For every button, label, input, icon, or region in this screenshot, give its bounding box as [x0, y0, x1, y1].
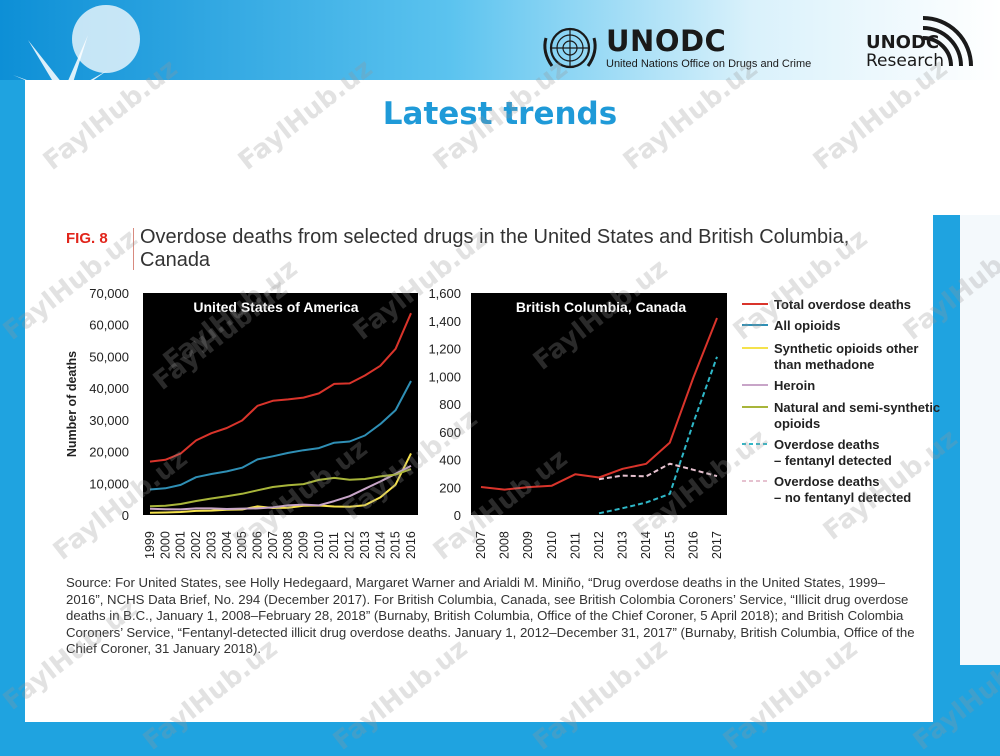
x-tick-label: 2016: [404, 531, 418, 559]
research-logo-top: UNODC: [866, 32, 940, 53]
x-tick-label: 2013: [358, 531, 372, 559]
source-note: Source: For United States, see Holly Hed…: [66, 575, 915, 656]
legend-label: Overdose deaths – fentanyl detected: [774, 437, 892, 468]
plot-background: [143, 293, 418, 515]
x-tick-label: 2011: [327, 532, 341, 559]
panel-title: British Columbia, Canada: [516, 299, 687, 315]
un-emblem-icon: [543, 27, 597, 69]
x-tick-label: 2009: [297, 531, 311, 559]
x-tick-label: 2005: [235, 531, 249, 559]
x-tick-label: 2014: [373, 531, 387, 559]
x-tick-label: 2012: [592, 531, 606, 559]
page-title: Latest trends: [382, 96, 618, 132]
figure-title: Overdose deaths from selected drugs in t…: [140, 226, 850, 271]
y-tick-label: 10,000: [89, 476, 129, 491]
y-tick-label: 30,000: [89, 413, 129, 428]
y-tick-label: 0: [454, 508, 461, 523]
series-line: [598, 462, 718, 481]
y-tick-label: 70,000: [89, 286, 129, 301]
y-tick-label: 1,200: [428, 342, 461, 357]
y-tick-label: 0: [122, 508, 129, 523]
x-tick-label: 2008: [281, 531, 295, 559]
series-line: [149, 380, 412, 491]
y-tick-label: 40,000: [89, 381, 129, 396]
y-tick-label: 60,000: [89, 318, 129, 333]
x-tick-label: 2006: [250, 531, 264, 559]
y-axis-label: Number of deaths: [65, 351, 79, 457]
y-tick-label: 400: [439, 453, 461, 468]
x-tick-label: 2007: [474, 531, 488, 559]
research-arcs-icon: [922, 16, 973, 67]
y-tick-label: 800: [439, 397, 461, 412]
x-tick-label: 2017: [710, 531, 724, 559]
right-strip-lower: [960, 215, 1000, 665]
series-line: [149, 452, 412, 514]
plot-background: [471, 293, 727, 515]
x-tick-label: 2014: [639, 531, 653, 559]
figure-label: FIG. 8: [66, 230, 108, 247]
legend-label: All opioids: [774, 318, 840, 333]
x-tick-label: 1999: [143, 531, 157, 559]
y-tick-label: 1,400: [428, 314, 461, 329]
x-tick-label: 2010: [545, 531, 559, 559]
series-line: [149, 465, 412, 511]
series-line: [149, 312, 412, 463]
y-tick-label: 600: [439, 425, 461, 440]
legend-label: Natural and semi-synthetic opioids: [774, 400, 940, 431]
y-tick-label: 200: [439, 480, 461, 495]
x-tick-label: 2009: [521, 531, 535, 559]
series-line: [480, 317, 718, 491]
x-tick-label: 2000: [158, 531, 172, 559]
x-tick-label: 2016: [686, 531, 700, 559]
legend-label: Overdose deaths – no fentanyl detected: [774, 474, 911, 505]
org-subtitle: United Nations Office on Drugs and Crime: [606, 58, 812, 70]
x-tick-label: 2011: [568, 532, 582, 559]
legend-label: Heroin: [774, 378, 815, 393]
x-tick-label: 2008: [498, 531, 512, 559]
header-background: [0, 0, 1000, 80]
series-line: [598, 356, 718, 515]
x-tick-label: 2003: [204, 531, 218, 559]
panel-title: United States of America: [193, 299, 358, 315]
research-logo-bottom: Research: [866, 51, 944, 71]
right-strip: [933, 80, 1000, 215]
x-tick-label: 2013: [616, 531, 630, 559]
x-tick-label: 2015: [389, 531, 403, 559]
y-tick-label: 1,600: [428, 286, 461, 301]
x-tick-label: 2001: [174, 531, 188, 559]
series-line: [149, 468, 412, 508]
x-tick-label: 2002: [189, 531, 203, 559]
org-name: UNODC: [606, 24, 727, 58]
x-tick-label: 2012: [343, 531, 357, 559]
y-tick-label: 1,000: [428, 369, 461, 384]
legend-label: Synthetic opioids other than methadone: [774, 341, 918, 372]
x-tick-label: 2004: [220, 531, 234, 559]
legend-label: Total overdose deaths: [774, 297, 911, 312]
y-tick-label: 50,000: [89, 349, 129, 364]
x-tick-label: 2007: [266, 531, 280, 559]
figure-separator: [133, 228, 134, 270]
y-tick-label: 20,000: [89, 445, 129, 460]
decorative-circle: [72, 5, 140, 73]
x-tick-label: 2015: [663, 531, 677, 559]
x-tick-label: 2010: [312, 531, 326, 559]
